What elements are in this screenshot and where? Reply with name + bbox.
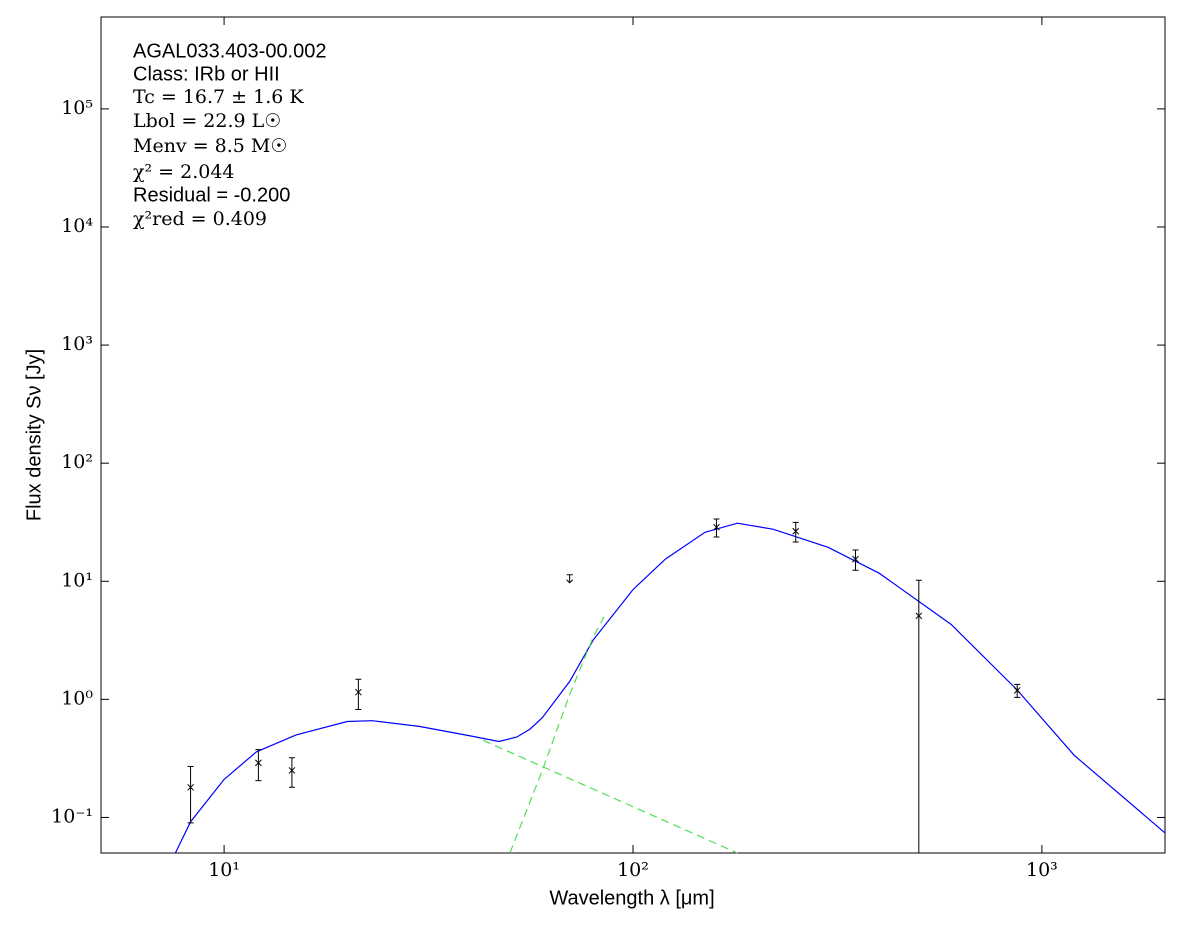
upper-limit <box>566 574 574 584</box>
fit-curve <box>509 616 605 854</box>
data-point <box>255 759 262 767</box>
fit-curve <box>482 739 738 854</box>
annotation: Tc = 16.7 ± 1.6 K <box>133 86 304 108</box>
x-axis-label: Wavelength λ [μm] <box>549 887 714 909</box>
error-bar <box>915 579 922 854</box>
error-bar <box>355 678 362 711</box>
x-tick-label: 10³ <box>1026 859 1058 881</box>
data-point <box>355 688 362 696</box>
data-point <box>792 527 800 535</box>
annotation: Lbol = 22.9 L☉ <box>133 110 281 132</box>
error-bar <box>288 757 295 788</box>
error-bar <box>713 518 720 538</box>
error-bar <box>255 749 262 782</box>
y-tick-label: 10⁰ <box>61 687 93 709</box>
x-tick-label: 10² <box>617 859 649 881</box>
annotation: Class: IRb or HII <box>133 63 280 85</box>
y-tick-label: 10⁻¹ <box>51 805 93 827</box>
y-tick-label: 10¹ <box>61 569 93 591</box>
data-point <box>187 783 194 791</box>
y-axis-label: Flux density Sν [Jy] <box>23 349 45 521</box>
error-bar <box>187 766 194 824</box>
data-point <box>915 612 923 620</box>
y-tick-label: 10³ <box>61 333 93 355</box>
error-bar <box>792 521 799 543</box>
annotation: Menv = 8.5 M☉ <box>133 135 287 157</box>
x-tick-label: 10¹ <box>208 859 240 881</box>
y-tick-label: 10⁵ <box>61 97 93 119</box>
annotation: AGAL033.403-00.002 <box>133 40 327 62</box>
plot-frame <box>100 16 1166 854</box>
annotation: Residual = -0.200 <box>133 184 290 206</box>
fit-curve <box>174 522 1166 854</box>
y-tick-label: 10² <box>61 451 93 473</box>
y-tick-label: 10⁴ <box>61 215 93 237</box>
data-point <box>852 555 859 563</box>
annotation: χ² = 2.044 <box>133 161 235 183</box>
annotation: χ²red = 0.409 <box>133 208 267 230</box>
error-bar <box>852 549 859 571</box>
data-point <box>288 767 296 774</box>
data-point <box>713 523 720 531</box>
data-point <box>1013 687 1021 694</box>
